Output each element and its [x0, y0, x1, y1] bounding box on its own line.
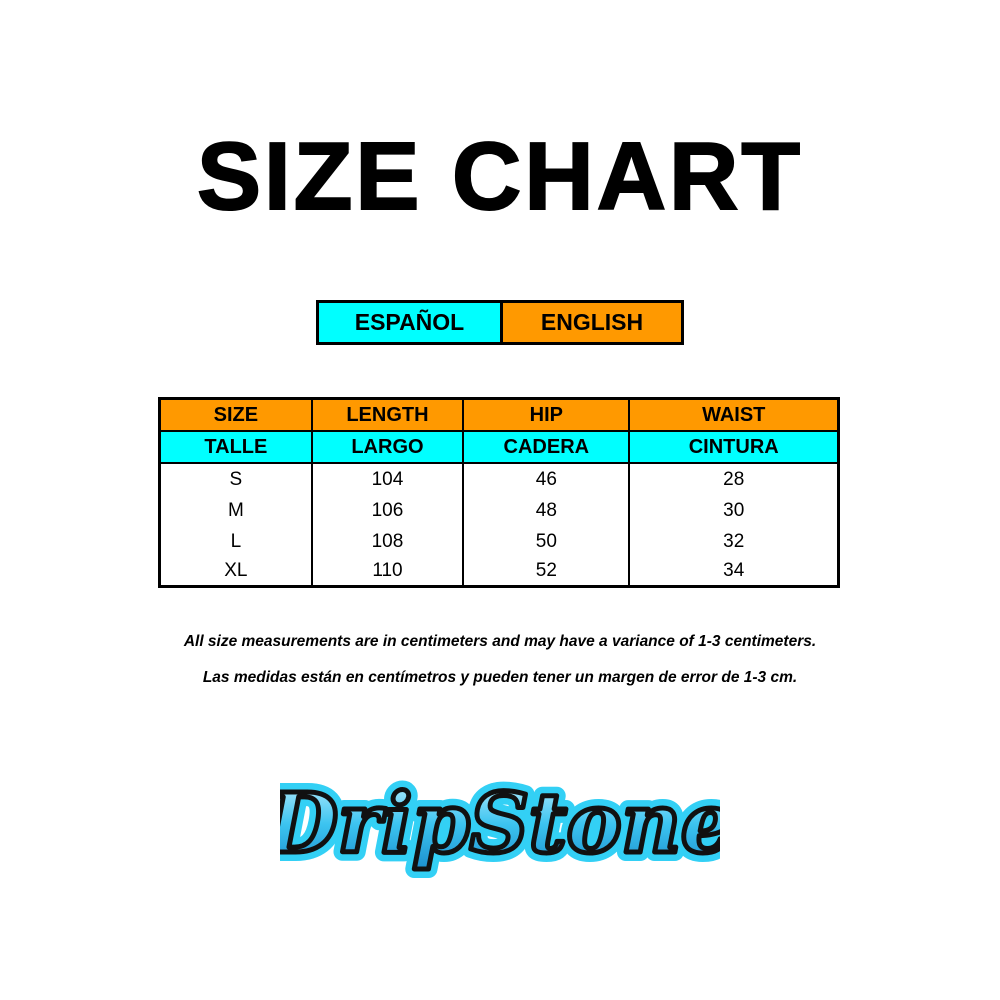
language-toggle: ESPAÑOL ENGLISH — [316, 300, 684, 345]
language-spanish-button[interactable]: ESPAÑOL — [319, 303, 503, 342]
cell-hip: 50 — [462, 526, 631, 557]
logo-text: DripStone — [280, 776, 720, 872]
header-size: SIZE — [158, 397, 313, 432]
header-largo: LARGO — [310, 430, 465, 464]
cell-length: 106 — [310, 495, 465, 526]
table-row: XL 110 52 34 — [158, 557, 840, 587]
cell-size: S — [158, 463, 313, 495]
cell-waist: 32 — [628, 526, 840, 557]
note-english: All size measurements are in centimeters… — [183, 633, 817, 650]
cell-length: 108 — [310, 526, 465, 557]
cell-hip: 52 — [462, 557, 631, 587]
cell-size: M — [158, 495, 313, 526]
cell-waist: 28 — [628, 463, 840, 495]
language-english-button[interactable]: ENGLISH — [503, 303, 681, 342]
header-row-spanish: TALLE LARGO CADERA CINTURA — [158, 430, 840, 464]
cell-hip: 46 — [462, 463, 631, 495]
cell-waist: 30 — [628, 495, 840, 526]
header-cintura: CINTURA — [628, 430, 840, 464]
page-title: SIZE CHART — [196, 122, 803, 231]
size-table: SIZE LENGTH HIP WAIST TALLE LARGO CADERA… — [158, 397, 840, 588]
header-length: LENGTH — [310, 397, 465, 432]
logo-outline: DripStone — [280, 776, 720, 872]
dripstone-logo: DripStone DripStone — [280, 767, 720, 881]
header-cadera: CADERA — [462, 430, 631, 464]
note-spanish: Las medidas están en centímetros y puede… — [202, 669, 798, 686]
header-row-english: SIZE LENGTH HIP WAIST — [158, 397, 840, 432]
cell-size: L — [158, 526, 313, 557]
header-talle: TALLE — [158, 430, 313, 464]
table-row: L 108 50 32 — [158, 526, 840, 557]
cell-hip: 48 — [462, 495, 631, 526]
table-row: M 106 48 30 — [158, 495, 840, 526]
table-row: S 104 46 28 — [158, 463, 840, 495]
header-waist: WAIST — [628, 397, 840, 432]
cell-length: 110 — [310, 557, 465, 587]
cell-length: 104 — [310, 463, 465, 495]
cell-waist: 34 — [628, 557, 840, 587]
cell-size: XL — [158, 557, 313, 587]
header-hip: HIP — [462, 397, 631, 432]
